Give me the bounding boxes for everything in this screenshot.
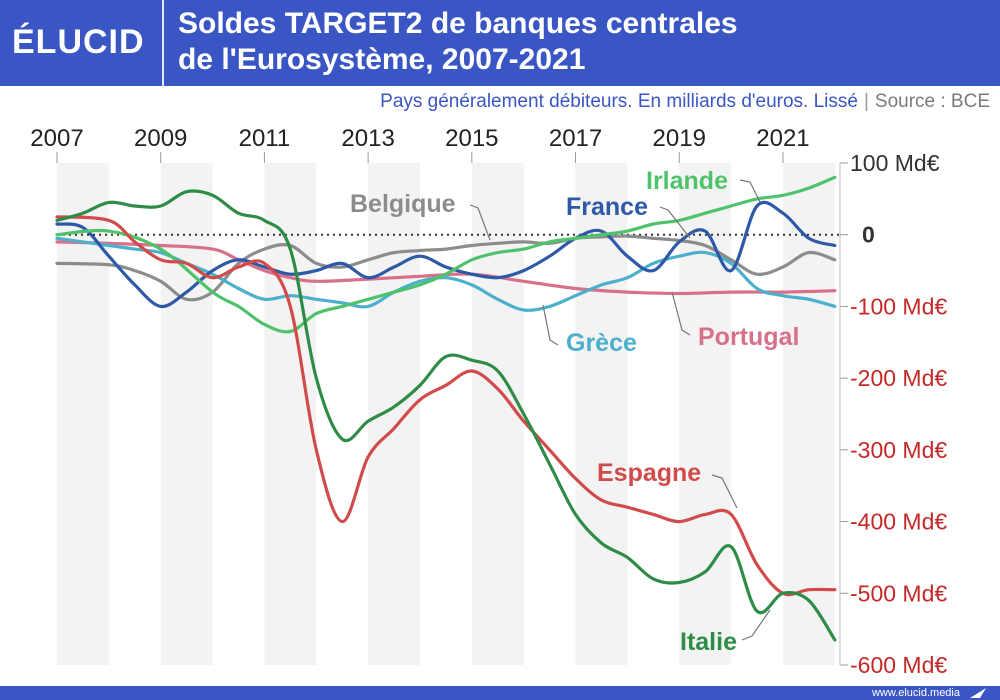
year-band — [419, 163, 472, 665]
chart-title: Soldes TARGET2 de banques centrales de l… — [178, 6, 978, 78]
series-label-portugal: Portugal — [698, 323, 799, 351]
brand-mark-icon — [970, 688, 986, 698]
series-line-belgique — [55, 234, 837, 302]
y-tick-label: -400 Md€ — [850, 509, 947, 535]
label-leader-line — [542, 304, 559, 346]
label-leader-line — [469, 204, 491, 241]
x-tick-label: 2009 — [134, 125, 187, 152]
year-band — [627, 163, 680, 665]
title-line-2: de l'Eurosystème, 2007-2021 — [178, 43, 586, 76]
series-label-italie: Italie — [680, 628, 737, 656]
series-label-irlande: Irlande — [646, 167, 728, 195]
y-tick-label: 100 Md€ — [850, 150, 940, 176]
y-tick-label: -500 Md€ — [850, 580, 947, 606]
year-band — [212, 163, 265, 665]
x-tick-label: 2007 — [30, 125, 83, 152]
series-label-espagne: Espagne — [597, 459, 701, 487]
series-line-irlande — [55, 175, 837, 334]
label-leader-line — [741, 609, 771, 641]
series-label-belgique: Belgique — [350, 190, 456, 218]
year-band — [316, 163, 369, 665]
label-leader-line — [671, 291, 691, 336]
series-line-france — [55, 200, 837, 309]
x-tick-label: 2017 — [549, 125, 602, 152]
x-tick-label: 2019 — [653, 125, 706, 152]
y-tick-label: 0 — [862, 222, 875, 248]
x-tick-label: 2011 — [239, 125, 291, 152]
title-line-1: Soldes TARGET2 de banques centrales — [178, 7, 738, 40]
series-line-portugal — [55, 240, 837, 296]
year-band — [731, 163, 783, 665]
y-tick-label: -300 Md€ — [850, 437, 947, 463]
series-label-grèce: Grèce — [566, 329, 637, 357]
label-leader-line — [739, 179, 761, 203]
brand-logo[interactable]: ÉLUCID — [12, 23, 145, 61]
series-label-france: France — [566, 193, 648, 221]
source-note: Source : BCE — [874, 91, 990, 112]
x-tick-label: 2021 — [756, 125, 809, 152]
y-tick-label: -100 Md€ — [850, 293, 947, 319]
header-banner: ÉLUCID Soldes TARGET2 de banques central… — [0, 0, 1000, 86]
logo-divider — [162, 0, 164, 86]
year-band — [834, 163, 840, 665]
footer-site-link[interactable]: www.elucid.media — [871, 687, 960, 699]
label-leader-line — [711, 474, 738, 509]
subtitle-row: Pays généralement débiteurs. En milliard… — [0, 90, 990, 114]
subtitle-separator: | — [863, 91, 869, 112]
series-line-italie — [55, 189, 837, 642]
footer-bar — [0, 686, 1000, 700]
y-tick-label: -200 Md€ — [850, 365, 947, 391]
chart-subtitle: Pays généralement débiteurs. En milliard… — [380, 91, 858, 112]
series-line-espagne — [55, 215, 837, 597]
x-tick-label: 2015 — [445, 125, 498, 152]
x-tick-label: 2013 — [341, 125, 394, 152]
label-leader-line — [659, 206, 691, 239]
y-tick-label: -600 Md€ — [850, 652, 947, 678]
